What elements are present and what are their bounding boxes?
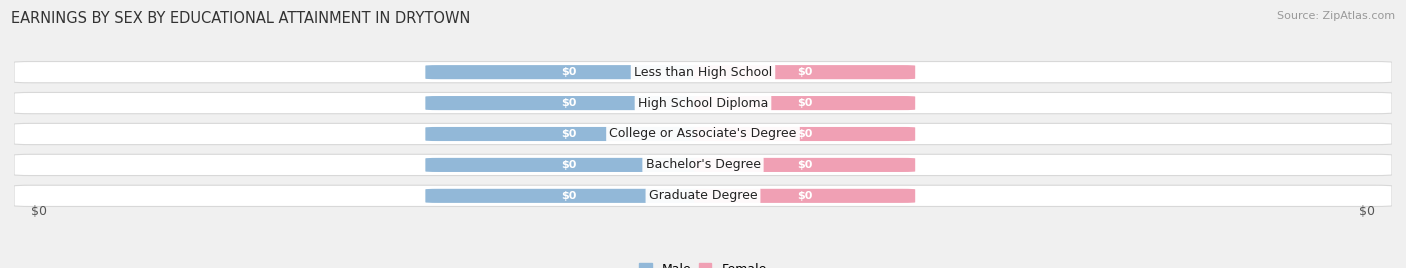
Text: $0: $0 <box>561 191 576 201</box>
FancyBboxPatch shape <box>695 96 915 110</box>
Text: $0: $0 <box>797 98 813 108</box>
Text: $0: $0 <box>797 67 813 77</box>
Text: $0: $0 <box>797 129 813 139</box>
Text: $0: $0 <box>797 160 813 170</box>
Text: Source: ZipAtlas.com: Source: ZipAtlas.com <box>1277 11 1395 21</box>
FancyBboxPatch shape <box>695 158 915 172</box>
Text: $0: $0 <box>797 191 813 201</box>
Text: High School Diploma: High School Diploma <box>638 96 768 110</box>
FancyBboxPatch shape <box>426 158 711 172</box>
Text: $0: $0 <box>561 98 576 108</box>
Text: $0: $0 <box>561 67 576 77</box>
Text: Graduate Degree: Graduate Degree <box>648 189 758 202</box>
FancyBboxPatch shape <box>14 154 1392 176</box>
Legend: Male, Female: Male, Female <box>634 258 772 268</box>
Text: $0: $0 <box>31 206 48 218</box>
FancyBboxPatch shape <box>426 127 711 141</box>
FancyBboxPatch shape <box>426 96 711 110</box>
Text: Bachelor's Degree: Bachelor's Degree <box>645 158 761 172</box>
FancyBboxPatch shape <box>14 123 1392 145</box>
Text: EARNINGS BY SEX BY EDUCATIONAL ATTAINMENT IN DRYTOWN: EARNINGS BY SEX BY EDUCATIONAL ATTAINMEN… <box>11 11 471 26</box>
FancyBboxPatch shape <box>695 127 915 141</box>
Text: $0: $0 <box>561 129 576 139</box>
FancyBboxPatch shape <box>14 92 1392 114</box>
Text: $0: $0 <box>1358 206 1375 218</box>
FancyBboxPatch shape <box>695 65 915 79</box>
Text: Less than High School: Less than High School <box>634 66 772 79</box>
Text: College or Associate's Degree: College or Associate's Degree <box>609 128 797 140</box>
Text: $0: $0 <box>561 160 576 170</box>
FancyBboxPatch shape <box>14 62 1392 83</box>
FancyBboxPatch shape <box>695 189 915 203</box>
FancyBboxPatch shape <box>426 65 711 79</box>
FancyBboxPatch shape <box>426 189 711 203</box>
FancyBboxPatch shape <box>14 185 1392 206</box>
